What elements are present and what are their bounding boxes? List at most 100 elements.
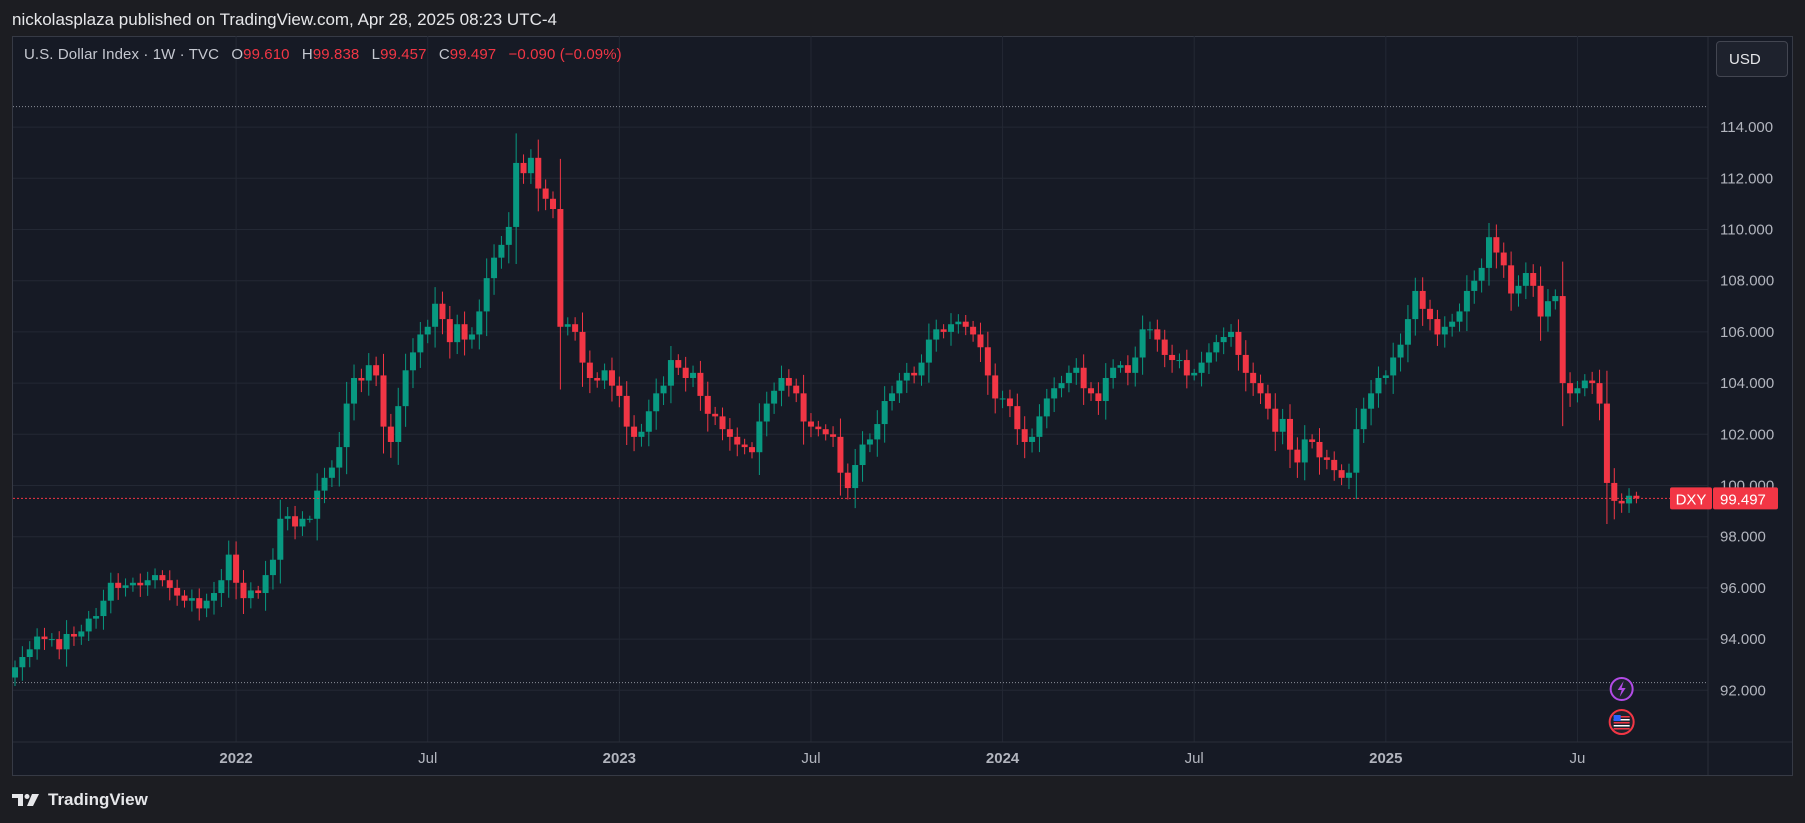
candle-body[interactable]	[343, 403, 350, 448]
candle-body[interactable]	[159, 575, 166, 581]
candle-body[interactable]	[1626, 495, 1633, 504]
candle-body[interactable]	[218, 580, 225, 594]
candle-body[interactable]	[174, 587, 181, 596]
candle-body[interactable]	[48, 639, 55, 641]
candle-body[interactable]	[432, 303, 439, 327]
candle-body[interactable]	[240, 582, 247, 599]
candle-body[interactable]	[660, 385, 667, 394]
candle-body[interactable]	[984, 347, 991, 376]
candle-body[interactable]	[837, 436, 844, 473]
candle-body[interactable]	[56, 639, 63, 650]
candle-body[interactable]	[881, 401, 888, 425]
candle-body[interactable]	[358, 377, 365, 381]
candle-body[interactable]	[1124, 365, 1131, 373]
candle-body[interactable]	[365, 365, 372, 381]
candle-body[interactable]	[896, 380, 903, 394]
candle-body[interactable]	[1110, 367, 1117, 378]
candle-body[interactable]	[1515, 285, 1522, 294]
candle-body[interactable]	[100, 600, 107, 617]
candle-body[interactable]	[1596, 383, 1603, 404]
candle-body[interactable]	[940, 329, 947, 332]
candle-body[interactable]	[667, 360, 674, 386]
candle-body[interactable]	[1486, 237, 1492, 268]
candle-body[interactable]	[491, 257, 498, 279]
candle-body[interactable]	[1559, 296, 1566, 384]
candle-body[interactable]	[1331, 459, 1338, 471]
candle-body[interactable]	[483, 278, 490, 312]
candle-body[interactable]	[704, 395, 711, 414]
candle-body[interactable]	[1508, 265, 1515, 294]
candle-body[interactable]	[70, 633, 77, 637]
candle-body[interactable]	[866, 439, 873, 445]
candle-body[interactable]	[439, 303, 446, 320]
candle-body[interactable]	[1220, 337, 1227, 343]
candle-body[interactable]	[586, 362, 593, 378]
candle-body[interactable]	[129, 582, 136, 586]
candle-body[interactable]	[763, 403, 770, 422]
candle-body[interactable]	[793, 385, 800, 394]
candle-body[interactable]	[822, 429, 829, 435]
candle-body[interactable]	[328, 467, 335, 478]
candle-body[interactable]	[1552, 296, 1559, 302]
candle-body[interactable]	[1176, 360, 1183, 362]
candle-body[interactable]	[933, 329, 940, 340]
candle-body[interactable]	[1213, 342, 1220, 353]
candle-body[interactable]	[542, 188, 549, 199]
candle-body[interactable]	[550, 198, 557, 210]
candle-body[interactable]	[1006, 398, 1013, 407]
candle-body[interactable]	[977, 334, 984, 348]
candle-body[interactable]	[468, 334, 475, 340]
candle-body[interactable]	[1589, 380, 1596, 384]
candle-body[interactable]	[137, 582, 144, 586]
candle-body[interactable]	[1375, 377, 1382, 394]
candle-body[interactable]	[269, 559, 276, 576]
candle-body[interactable]	[645, 411, 652, 432]
candle-body[interactable]	[756, 421, 763, 453]
candle-body[interactable]	[800, 393, 807, 422]
candle-body[interactable]	[292, 516, 299, 527]
candle-body[interactable]	[1338, 470, 1345, 478]
candle-body[interactable]	[815, 426, 822, 430]
candle-body[interactable]	[152, 575, 159, 581]
candle-body[interactable]	[719, 416, 726, 430]
candle-body[interactable]	[1603, 403, 1610, 483]
candle-body[interactable]	[321, 477, 328, 491]
candle-body[interactable]	[726, 429, 733, 437]
candle-body[interactable]	[1235, 331, 1242, 355]
candle-body[interactable]	[1309, 439, 1316, 442]
candle-body[interactable]	[1132, 357, 1139, 373]
candle-body[interactable]	[520, 162, 527, 174]
candle-body[interactable]	[807, 421, 814, 427]
candle-body[interactable]	[1323, 457, 1330, 460]
candle-body[interactable]	[1360, 408, 1367, 430]
candle-body[interactable]	[1353, 429, 1360, 473]
candle-body[interactable]	[1368, 393, 1375, 409]
candle-body[interactable]	[1272, 408, 1279, 432]
candle-body[interactable]	[26, 649, 33, 658]
candle-body[interactable]	[306, 518, 313, 520]
candle-body[interactable]	[476, 311, 483, 335]
candle-body[interactable]	[1618, 500, 1625, 504]
candle-body[interactable]	[925, 339, 932, 363]
candle-body[interactable]	[830, 434, 837, 437]
candle-body[interactable]	[778, 377, 785, 391]
candle-body[interactable]	[1316, 441, 1323, 458]
candle-body[interactable]	[166, 580, 173, 588]
candle-body[interactable]	[277, 518, 284, 560]
candle-body[interactable]	[1412, 290, 1419, 320]
candle-body[interactable]	[1021, 429, 1028, 442]
candle-body[interactable]	[461, 324, 468, 340]
candle-body[interactable]	[1478, 267, 1485, 281]
candle-body[interactable]	[409, 352, 416, 371]
candle-body[interactable]	[631, 426, 638, 437]
candle-body[interactable]	[653, 393, 660, 412]
tradingview-footer[interactable]: TradingView	[12, 786, 148, 814]
candle-body[interactable]	[122, 585, 129, 588]
candle-body[interactable]	[314, 490, 321, 519]
candle-body[interactable]	[712, 413, 719, 417]
candle-body[interactable]	[203, 600, 210, 609]
candle-body[interactable]	[1530, 273, 1537, 286]
candle-body[interactable]	[675, 360, 682, 368]
candle-body[interactable]	[1205, 352, 1212, 363]
candle-body[interactable]	[1058, 383, 1065, 389]
